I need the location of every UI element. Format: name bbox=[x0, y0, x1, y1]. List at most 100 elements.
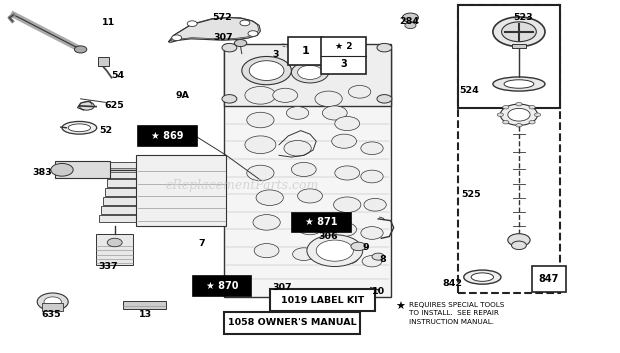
Circle shape bbox=[242, 56, 291, 85]
Bar bbox=[224, 44, 391, 106]
Circle shape bbox=[298, 221, 322, 235]
Bar bbox=[224, 49, 391, 297]
Bar bbox=[270, 289, 375, 311]
Circle shape bbox=[284, 140, 311, 156]
Circle shape bbox=[248, 31, 258, 36]
Bar bbox=[99, 215, 226, 222]
Text: 52: 52 bbox=[99, 126, 112, 135]
Text: 54: 54 bbox=[111, 71, 125, 80]
Circle shape bbox=[247, 112, 274, 128]
Bar bbox=[55, 161, 110, 178]
Circle shape bbox=[286, 107, 309, 119]
Circle shape bbox=[254, 244, 279, 258]
Circle shape bbox=[529, 106, 535, 109]
Circle shape bbox=[253, 215, 280, 230]
Circle shape bbox=[307, 48, 338, 65]
Circle shape bbox=[361, 170, 383, 183]
Circle shape bbox=[249, 61, 284, 80]
Text: 8: 8 bbox=[380, 255, 386, 264]
Circle shape bbox=[361, 227, 383, 239]
Circle shape bbox=[512, 241, 526, 250]
Circle shape bbox=[315, 91, 342, 107]
Circle shape bbox=[298, 189, 322, 203]
Text: 842: 842 bbox=[443, 279, 463, 288]
Circle shape bbox=[44, 297, 61, 307]
Text: 524: 524 bbox=[459, 85, 479, 95]
Circle shape bbox=[377, 43, 392, 52]
Polygon shape bbox=[169, 18, 260, 42]
Circle shape bbox=[247, 165, 274, 181]
Circle shape bbox=[508, 234, 530, 246]
Text: 1: 1 bbox=[301, 46, 309, 56]
Circle shape bbox=[332, 222, 356, 237]
Text: 306: 306 bbox=[319, 232, 339, 241]
Ellipse shape bbox=[68, 124, 91, 132]
Bar bbox=[512, 44, 526, 48]
Circle shape bbox=[348, 85, 371, 98]
Text: 523: 523 bbox=[513, 13, 533, 22]
Circle shape bbox=[51, 163, 73, 176]
Circle shape bbox=[516, 124, 522, 127]
Bar bbox=[101, 206, 226, 214]
Text: 7: 7 bbox=[198, 239, 205, 248]
Text: 337: 337 bbox=[99, 262, 118, 271]
Bar bbox=[98, 57, 109, 66]
Ellipse shape bbox=[493, 77, 545, 91]
Text: 3: 3 bbox=[273, 50, 279, 59]
Circle shape bbox=[322, 106, 347, 120]
Text: 9: 9 bbox=[363, 243, 369, 252]
Circle shape bbox=[332, 134, 356, 148]
Circle shape bbox=[503, 106, 509, 109]
Bar bbox=[138, 126, 197, 145]
Circle shape bbox=[493, 17, 545, 47]
Circle shape bbox=[503, 120, 509, 124]
Circle shape bbox=[74, 46, 87, 53]
Bar bbox=[321, 37, 366, 74]
Circle shape bbox=[351, 242, 366, 251]
Text: 3: 3 bbox=[340, 60, 347, 70]
Text: 9A: 9A bbox=[176, 91, 190, 100]
Text: 383: 383 bbox=[32, 168, 52, 178]
Text: ★: ★ bbox=[395, 302, 405, 312]
Text: 625: 625 bbox=[105, 101, 125, 110]
Bar bbox=[42, 303, 63, 311]
Circle shape bbox=[313, 51, 332, 62]
Bar bbox=[458, 5, 560, 108]
Bar bbox=[110, 162, 226, 169]
Circle shape bbox=[534, 113, 541, 116]
Circle shape bbox=[372, 253, 384, 260]
Text: 635: 635 bbox=[41, 310, 61, 319]
Text: 13: 13 bbox=[139, 310, 153, 319]
Bar bbox=[288, 37, 322, 65]
Circle shape bbox=[405, 22, 416, 29]
Circle shape bbox=[364, 198, 386, 211]
Text: 284: 284 bbox=[399, 17, 419, 26]
Circle shape bbox=[256, 190, 283, 205]
Circle shape bbox=[222, 95, 237, 103]
Ellipse shape bbox=[471, 273, 494, 281]
Text: 847: 847 bbox=[539, 274, 559, 284]
Circle shape bbox=[529, 120, 535, 124]
Circle shape bbox=[79, 102, 94, 110]
Text: 525: 525 bbox=[461, 190, 481, 199]
Circle shape bbox=[316, 240, 353, 261]
Text: REQUIRES SPECIAL TOOLS
TO INSTALL.  SEE REPAIR
INSTRUCTION MANUAL.: REQUIRES SPECIAL TOOLS TO INSTALL. SEE R… bbox=[409, 302, 504, 325]
Text: ★ 2: ★ 2 bbox=[335, 42, 352, 51]
Text: ★ 869: ★ 869 bbox=[151, 131, 184, 141]
Text: 307: 307 bbox=[213, 32, 233, 42]
Bar bbox=[107, 179, 226, 187]
Circle shape bbox=[298, 65, 322, 79]
Ellipse shape bbox=[62, 121, 97, 134]
Circle shape bbox=[273, 88, 298, 102]
Bar bbox=[532, 266, 566, 292]
Circle shape bbox=[516, 102, 522, 106]
Bar bbox=[96, 234, 133, 265]
Circle shape bbox=[377, 95, 392, 103]
Circle shape bbox=[307, 235, 363, 267]
Text: 572: 572 bbox=[212, 13, 232, 22]
Circle shape bbox=[291, 62, 329, 83]
Text: 11: 11 bbox=[102, 18, 115, 28]
Circle shape bbox=[502, 22, 536, 42]
Bar bbox=[136, 155, 226, 226]
Text: 5: 5 bbox=[202, 278, 208, 287]
